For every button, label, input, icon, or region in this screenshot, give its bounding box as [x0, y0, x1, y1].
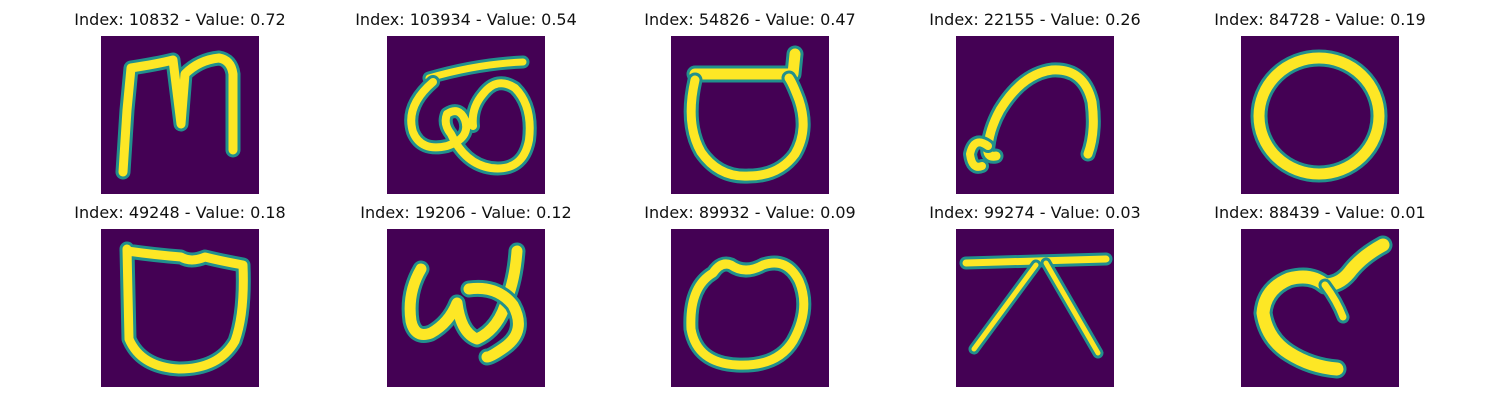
panel-title: Index: 88439 - Value: 0.01 [1214, 203, 1426, 222]
panel-title: Index: 103934 - Value: 0.54 [355, 10, 577, 29]
panel-2: Index: 103934 - Value: 0.54 [355, 10, 577, 194]
panel-title: Index: 54826 - Value: 0.47 [644, 10, 856, 29]
glyph-image [1241, 229, 1399, 387]
glyph-image [671, 36, 829, 194]
panel-4: Index: 22155 - Value: 0.26 [929, 10, 1141, 194]
glyph-image [671, 229, 829, 387]
panel-title: Index: 89932 - Value: 0.09 [644, 203, 856, 222]
panel-title: Index: 84728 - Value: 0.19 [1214, 10, 1426, 29]
glyph-image [387, 36, 545, 194]
glyph-image [101, 36, 259, 194]
panel-title: Index: 99274 - Value: 0.03 [929, 203, 1141, 222]
panel-title: Index: 19206 - Value: 0.12 [360, 203, 572, 222]
panel-1: Index: 10832 - Value: 0.72 [74, 10, 286, 194]
glyph-image [956, 229, 1114, 387]
panel-7: Index: 19206 - Value: 0.12 [360, 203, 572, 387]
panel-6: Index: 49248 - Value: 0.18 [74, 203, 286, 387]
glyph-image [101, 229, 259, 387]
panel-title: Index: 49248 - Value: 0.18 [74, 203, 286, 222]
panel-5: Index: 84728 - Value: 0.19 [1214, 10, 1426, 194]
panel-10: Index: 88439 - Value: 0.01 [1214, 203, 1426, 387]
glyph-image [387, 229, 545, 387]
glyph-image [956, 36, 1114, 194]
panel-9: Index: 99274 - Value: 0.03 [929, 203, 1141, 387]
panel-8: Index: 89932 - Value: 0.09 [644, 203, 856, 387]
panel-3: Index: 54826 - Value: 0.47 [644, 10, 856, 194]
panel-title: Index: 22155 - Value: 0.26 [929, 10, 1141, 29]
panel-title: Index: 10832 - Value: 0.72 [74, 10, 286, 29]
glyph-image [1241, 36, 1399, 194]
